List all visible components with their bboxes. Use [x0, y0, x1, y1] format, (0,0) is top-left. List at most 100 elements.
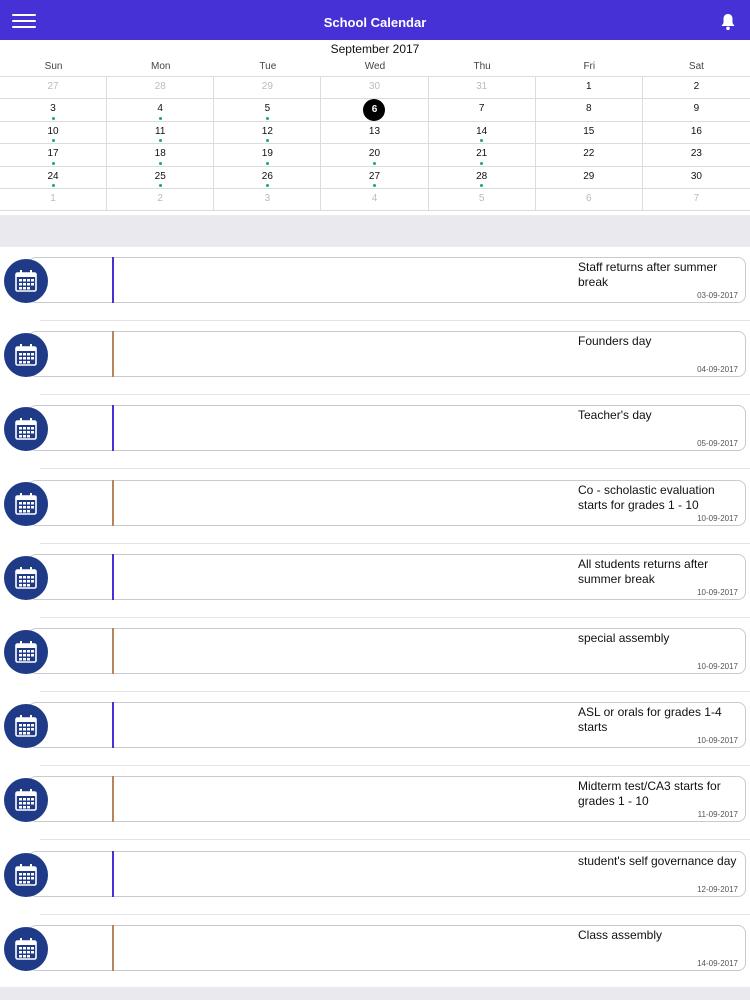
calendar-day[interactable]: 31 — [428, 77, 536, 100]
event-card[interactable] — [28, 405, 746, 452]
calendar-day[interactable]: 8 — [535, 99, 643, 122]
event-card[interactable] — [28, 479, 746, 526]
calendar-day[interactable]: 23 — [642, 144, 750, 167]
calendar-day[interactable]: 2 — [642, 77, 750, 100]
event-card[interactable] — [28, 553, 746, 600]
calendar-day[interactable]: 1 — [0, 188, 108, 212]
day-number: 3 — [50, 103, 56, 115]
calendar-day[interactable]: 12 — [214, 121, 322, 145]
calendar-day[interactable]: 27 — [321, 166, 429, 189]
calendar-day[interactable]: 27 — [0, 77, 108, 100]
calendar-day[interactable]: 14 — [428, 121, 536, 145]
calendar-day[interactable]: 20 — [321, 144, 429, 167]
calendar-day[interactable]: 17 — [0, 144, 108, 167]
day-number: 20 — [368, 148, 381, 160]
page-title: School Calendar — [323, 14, 427, 30]
day-number: 14 — [476, 125, 488, 137]
calendar-day[interactable]: 29 — [535, 166, 643, 189]
event-date: 10-09-2017 — [697, 587, 738, 597]
day-number: 24 — [47, 170, 59, 182]
event-card[interactable] — [28, 850, 746, 897]
calendar-day[interactable]: 21 — [428, 144, 536, 167]
month-calendar: September 2017 Sun Mon Tue Wed Thu Fri Sat 27 2… — [0, 40, 750, 215]
calendar-day[interactable]: 10 — [0, 121, 108, 145]
event-dot-indicator — [158, 161, 162, 165]
day-number: 8 — [585, 103, 592, 115]
calendar-day[interactable]: 29 — [214, 77, 322, 100]
calendar-day[interactable]: 11 — [107, 121, 215, 145]
weekday-label: Wed — [364, 61, 386, 72]
calendar-day[interactable]: 22 — [535, 144, 643, 167]
event-card[interactable] — [28, 257, 746, 303]
calendar-icon — [4, 778, 48, 823]
event-card[interactable] — [28, 702, 746, 749]
calendar-day[interactable]: 1 — [535, 77, 643, 100]
calendar-day[interactable]: 3 — [214, 188, 322, 212]
day-number: 3 — [264, 192, 271, 204]
event-date: 04-09-2017 — [697, 365, 738, 375]
event-title: Class assembly — [578, 927, 663, 942]
calendar-day[interactable]: 7 — [428, 99, 536, 122]
calendar-icon — [4, 333, 48, 378]
calendar-day[interactable]: 6 — [535, 188, 643, 212]
event-card[interactable] — [28, 628, 746, 674]
day-number: 30 — [690, 170, 702, 182]
event-dot-indicator — [265, 183, 269, 187]
event-card[interactable] — [28, 924, 746, 971]
day-number: 28 — [154, 81, 166, 92]
day-number: 12 — [261, 125, 273, 137]
calendar-day[interactable]: 15 — [535, 121, 643, 145]
calendar-day[interactable]: 5 — [214, 99, 322, 122]
row-divider — [40, 468, 750, 470]
calendar-day[interactable]: 16 — [642, 122, 750, 145]
calendar-icon — [4, 481, 48, 526]
calendar-day[interactable]: 9 — [642, 99, 750, 122]
calendar-day[interactable]: 25 — [107, 166, 215, 189]
event-title: Midterm test/CA3 starts for grades 1 - 1… — [578, 779, 721, 809]
event-card[interactable] — [28, 331, 746, 378]
calendar-day[interactable]: 18 — [107, 144, 215, 167]
row-divider — [40, 320, 750, 321]
day-number: 6 — [363, 99, 386, 122]
calendar-day[interactable]: 19 — [214, 144, 322, 167]
day-number: 1 — [50, 192, 56, 204]
row-divider — [40, 542, 750, 544]
event-list-item: Midterm test/CA3 starts for grades 1 - 1… — [0, 766, 750, 841]
day-number: 11 — [155, 125, 166, 137]
bell-icon[interactable] — [720, 13, 736, 31]
calendar-day[interactable]: 24 — [0, 166, 108, 189]
calendar-day[interactable]: 30 — [321, 77, 429, 100]
event-date: 11-09-2017 — [697, 810, 738, 820]
calendar-day[interactable]: 28 — [107, 77, 215, 100]
event-list-item: All students returns after summer break … — [0, 544, 750, 618]
calendar-day[interactable]: 4 — [107, 99, 215, 122]
section-separator — [0, 215, 750, 247]
calendar-day[interactable]: 26 — [214, 166, 322, 189]
calendar-day-selected[interactable]: 6 — [321, 99, 429, 122]
hamburger-menu-icon[interactable] — [12, 14, 36, 30]
calendar-day[interactable]: 5 — [428, 188, 536, 212]
event-accent-bar — [112, 850, 114, 897]
day-number: 6 — [585, 192, 592, 204]
event-card[interactable] — [28, 776, 746, 823]
event-dot-indicator — [265, 139, 269, 143]
event-accent-bar — [112, 405, 114, 452]
calendar-day[interactable]: 7 — [642, 189, 750, 212]
event-title: special assembly — [578, 631, 670, 645]
calendar-day[interactable]: 30 — [642, 167, 750, 189]
event-list: Staff returns after summer break 03-09-2… — [0, 247, 750, 989]
calendar-day[interactable]: 3 — [0, 99, 108, 122]
event-accent-bar — [112, 553, 114, 600]
calendar-icon — [4, 259, 48, 303]
row-divider — [40, 691, 750, 692]
calendar-icon — [4, 704, 48, 749]
day-number: 5 — [478, 192, 485, 204]
row-divider — [40, 913, 750, 915]
calendar-day[interactable]: 2 — [107, 188, 215, 212]
calendar-day[interactable]: 4 — [321, 188, 429, 212]
calendar-day[interactable]: 28 — [428, 166, 536, 189]
event-dot-indicator — [480, 139, 484, 143]
calendar-day[interactable]: 13 — [321, 121, 429, 145]
day-number: 4 — [371, 192, 378, 204]
day-number: 27 — [47, 81, 59, 92]
